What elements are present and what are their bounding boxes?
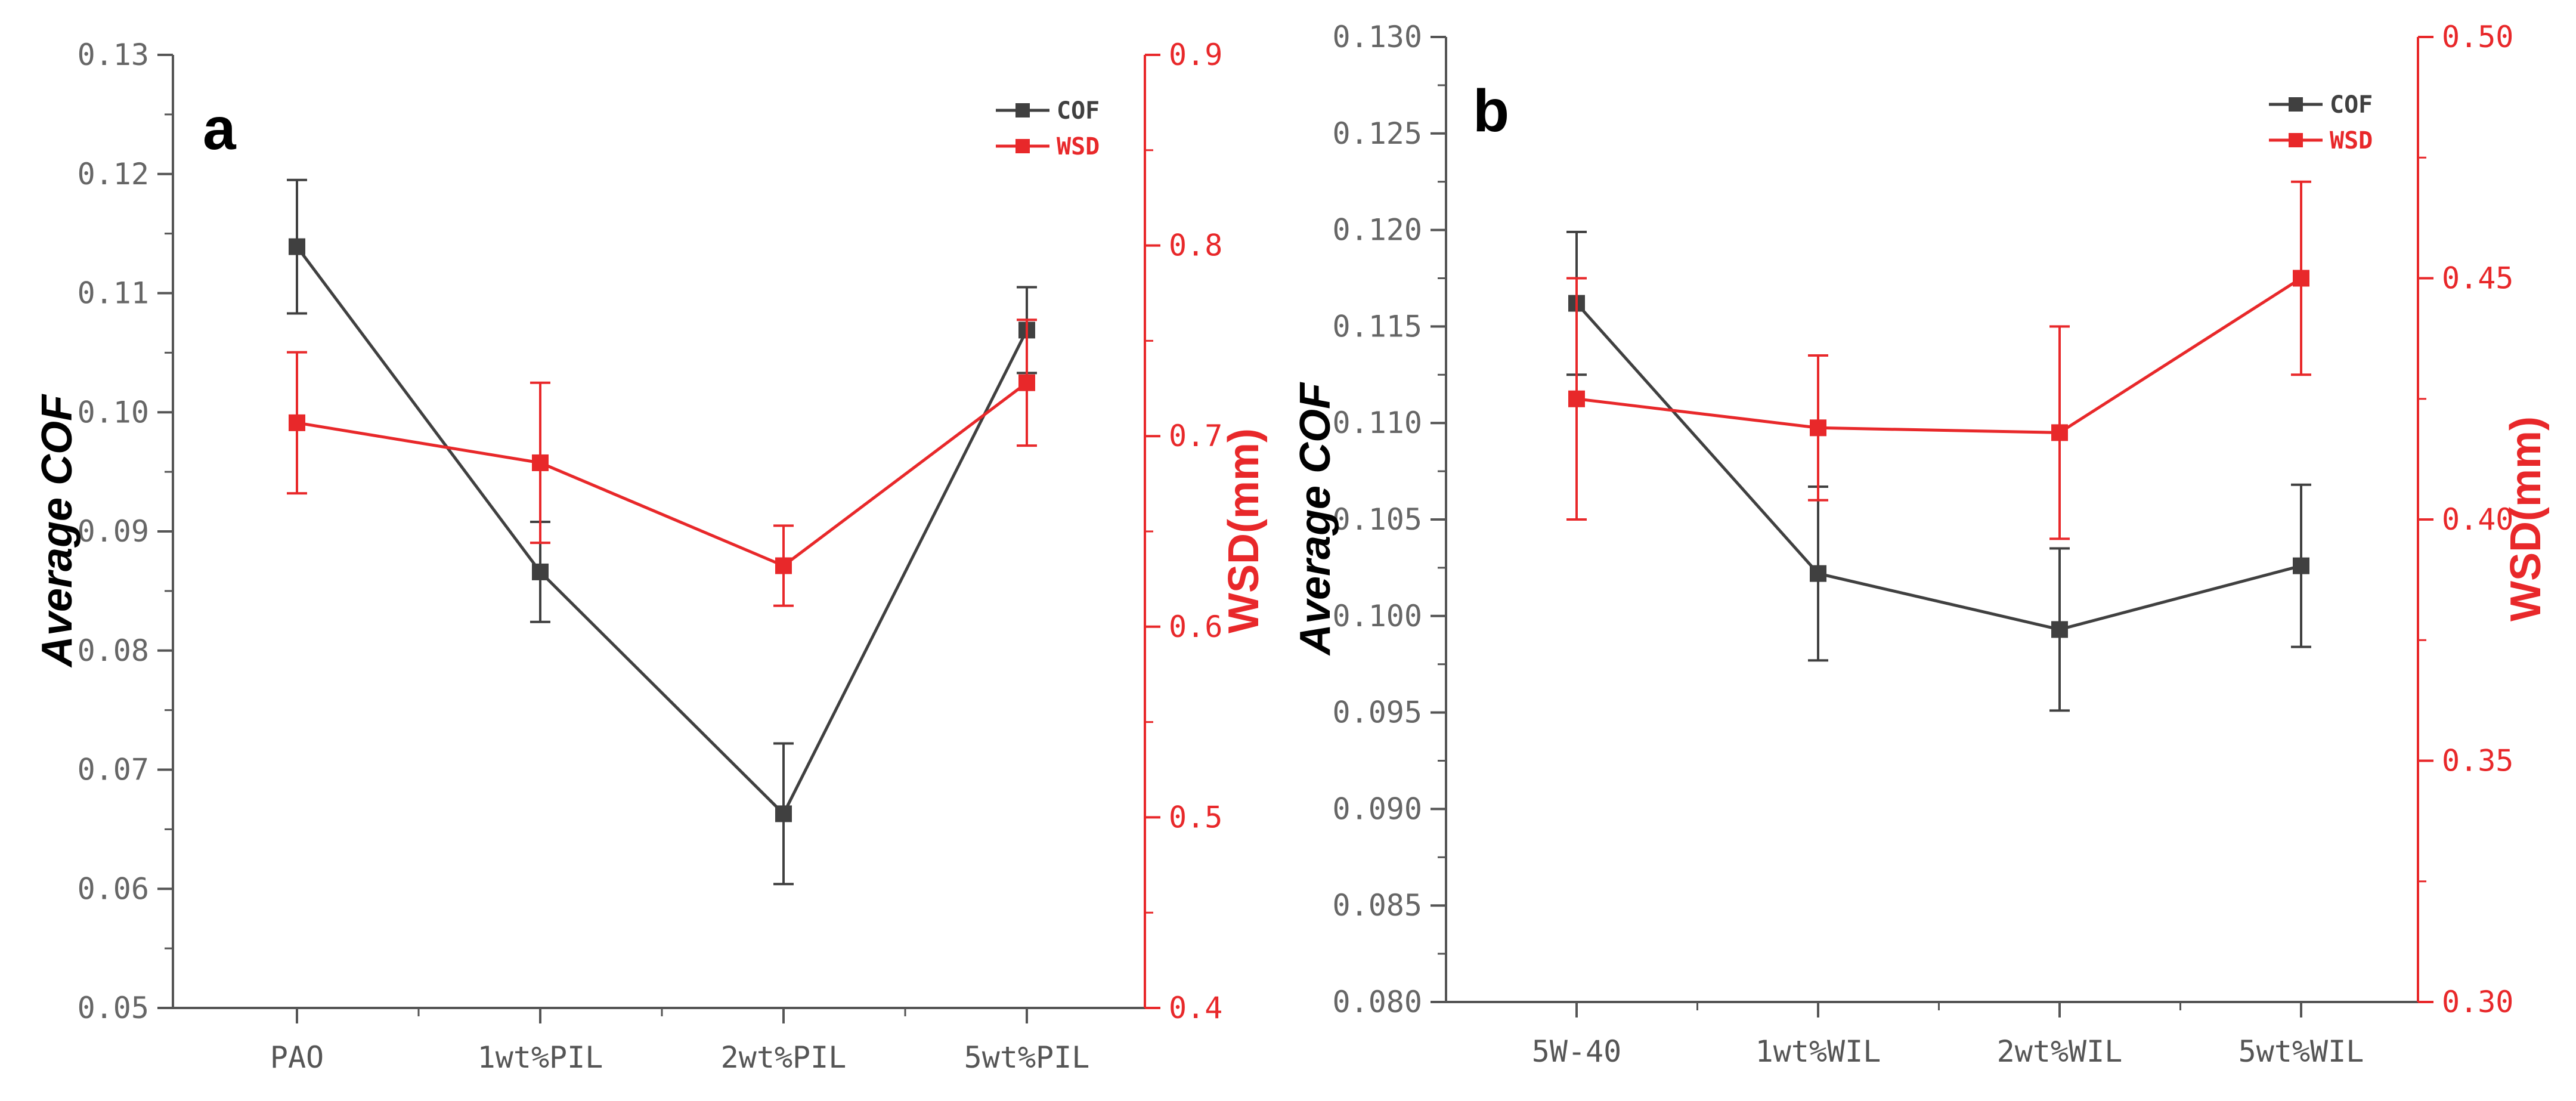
panel-b-left-tick-label: 0.115 [1332,309,1422,344]
panel-b-right-tick-label: 0.40 [2442,502,2513,537]
panel-b-left-tick-label: 0.120 [1332,213,1422,248]
panel-a-cof-series-line [295,246,1029,817]
panel-a-wsd-data-point [289,414,305,431]
panel-b-label: b [1473,78,1509,144]
panel-a-left-tick-label: 0.12 [78,157,149,191]
panel-a-wsd-data-point [775,557,792,574]
panel-b-left-tick-label: 0.125 [1332,116,1422,151]
panel-b-wsd-data-point [1810,419,1826,437]
panel-b-left-tick-label: 0.090 [1332,791,1422,826]
panel-b-legend-label-cof: COF [2330,91,2373,119]
panel-b-wsd-data-point [2051,424,2068,441]
panel-b-left-tick-label: 0.130 [1332,20,1422,54]
panel-b-left-tick-label: 0.080 [1332,985,1422,1019]
panel-a-x-tick-label: 1wt%PIL [478,1040,603,1075]
panel-a-left-tick-label: 0.13 [78,38,149,72]
panel-a-left-tick-label: 0.07 [78,753,149,787]
panel-b-x-tick-label: 5W-40 [1532,1034,1622,1069]
panel-b-cof-data-point [1810,565,1826,582]
panel-b-left-tick-label: 0.095 [1332,695,1422,730]
panel-b-x-tick-label: 5wt%WIL [2238,1034,2364,1069]
panel-a-left-tick-label: 0.11 [78,276,149,311]
panel-b-cof-series-line [1575,302,2302,632]
panel-b-wsd-data-point [1568,390,1585,407]
panel-b-right-tick-label: 0.30 [2442,985,2513,1019]
panel-a-legend-label-wsd: WSD [1057,133,1100,160]
panel-a-cof-data-point [532,563,549,580]
panel-b-x-tick-label: 2wt%WIL [1997,1034,2123,1069]
panel-b-wsd-series-line [1576,277,2302,434]
panel-a-wsd-series-line [296,381,1028,568]
panel-a-cof-data-point [289,238,305,255]
panel-a-left-tick-label: 0.06 [78,871,149,906]
panel-a-right-tick-label: 0.8 [1169,228,1222,263]
panel-b-cof-data-point [2293,557,2309,574]
panel-b-legend-label-wsd: WSD [2330,127,2373,154]
panel-a-label: a [203,95,237,162]
panel-b-right-tick-label: 0.50 [2442,20,2513,54]
panel-a-right-tick-label: 0.4 [1169,991,1222,1025]
panel-a-legend-label-cof: COF [1057,97,1100,125]
panel-a-right-tick-label: 0.7 [1169,419,1222,453]
panel-a-left-tick-label: 0.09 [78,514,149,549]
panel-b-right-tick-label: 0.35 [2442,744,2513,778]
panel-b-right-tick-label: 0.45 [2442,261,2513,296]
panel-b-left-axis-title: Average COF [1292,382,1339,656]
panel-a-legend-marker [1015,139,1030,153]
panel-a-left-tick-label: 0.10 [78,395,149,429]
panel-b-wsd-data-point [2293,270,2309,287]
panel-b-left-tick-label: 0.100 [1332,599,1422,633]
panel-a-wsd-data-point [532,454,549,471]
panel-a-left-tick-label: 0.05 [78,991,149,1025]
panel-a-x-tick-label: 2wt%PIL [721,1040,847,1075]
panel-a-left-axis-title: Average COF [33,394,81,668]
panel-b-legend-marker [2289,97,2303,112]
panel-b-x-tick-label: 1wt%WIL [1755,1034,1881,1069]
panel-a-x-tick-label: 5wt%PIL [964,1040,1090,1075]
panel-a-cof-data-point [775,805,792,822]
panel-a-legend-marker [1015,103,1030,117]
panel-a-right-tick-label: 0.9 [1169,38,1222,72]
panel-b-left-tick-label: 0.085 [1332,888,1422,923]
panel-b-left-tick-label: 0.110 [1332,406,1422,440]
panel-b-cof-data-point [2051,621,2068,638]
panel-a-right-tick-label: 0.6 [1169,610,1222,644]
panel-a-x-tick-label: PAO [270,1040,324,1075]
panel-a-right-tick-label: 0.5 [1169,800,1222,834]
panel-a-left-tick-label: 0.08 [78,633,149,668]
panel-b-left-tick-label: 0.105 [1332,502,1422,537]
panel-a-right-axis-title: WSD(mm) [1220,428,1268,633]
panel-b-legend-marker [2289,133,2303,147]
panel-a-wsd-data-point [1018,374,1035,391]
panel-b-right-axis-title: WSD(mm) [2502,416,2550,621]
